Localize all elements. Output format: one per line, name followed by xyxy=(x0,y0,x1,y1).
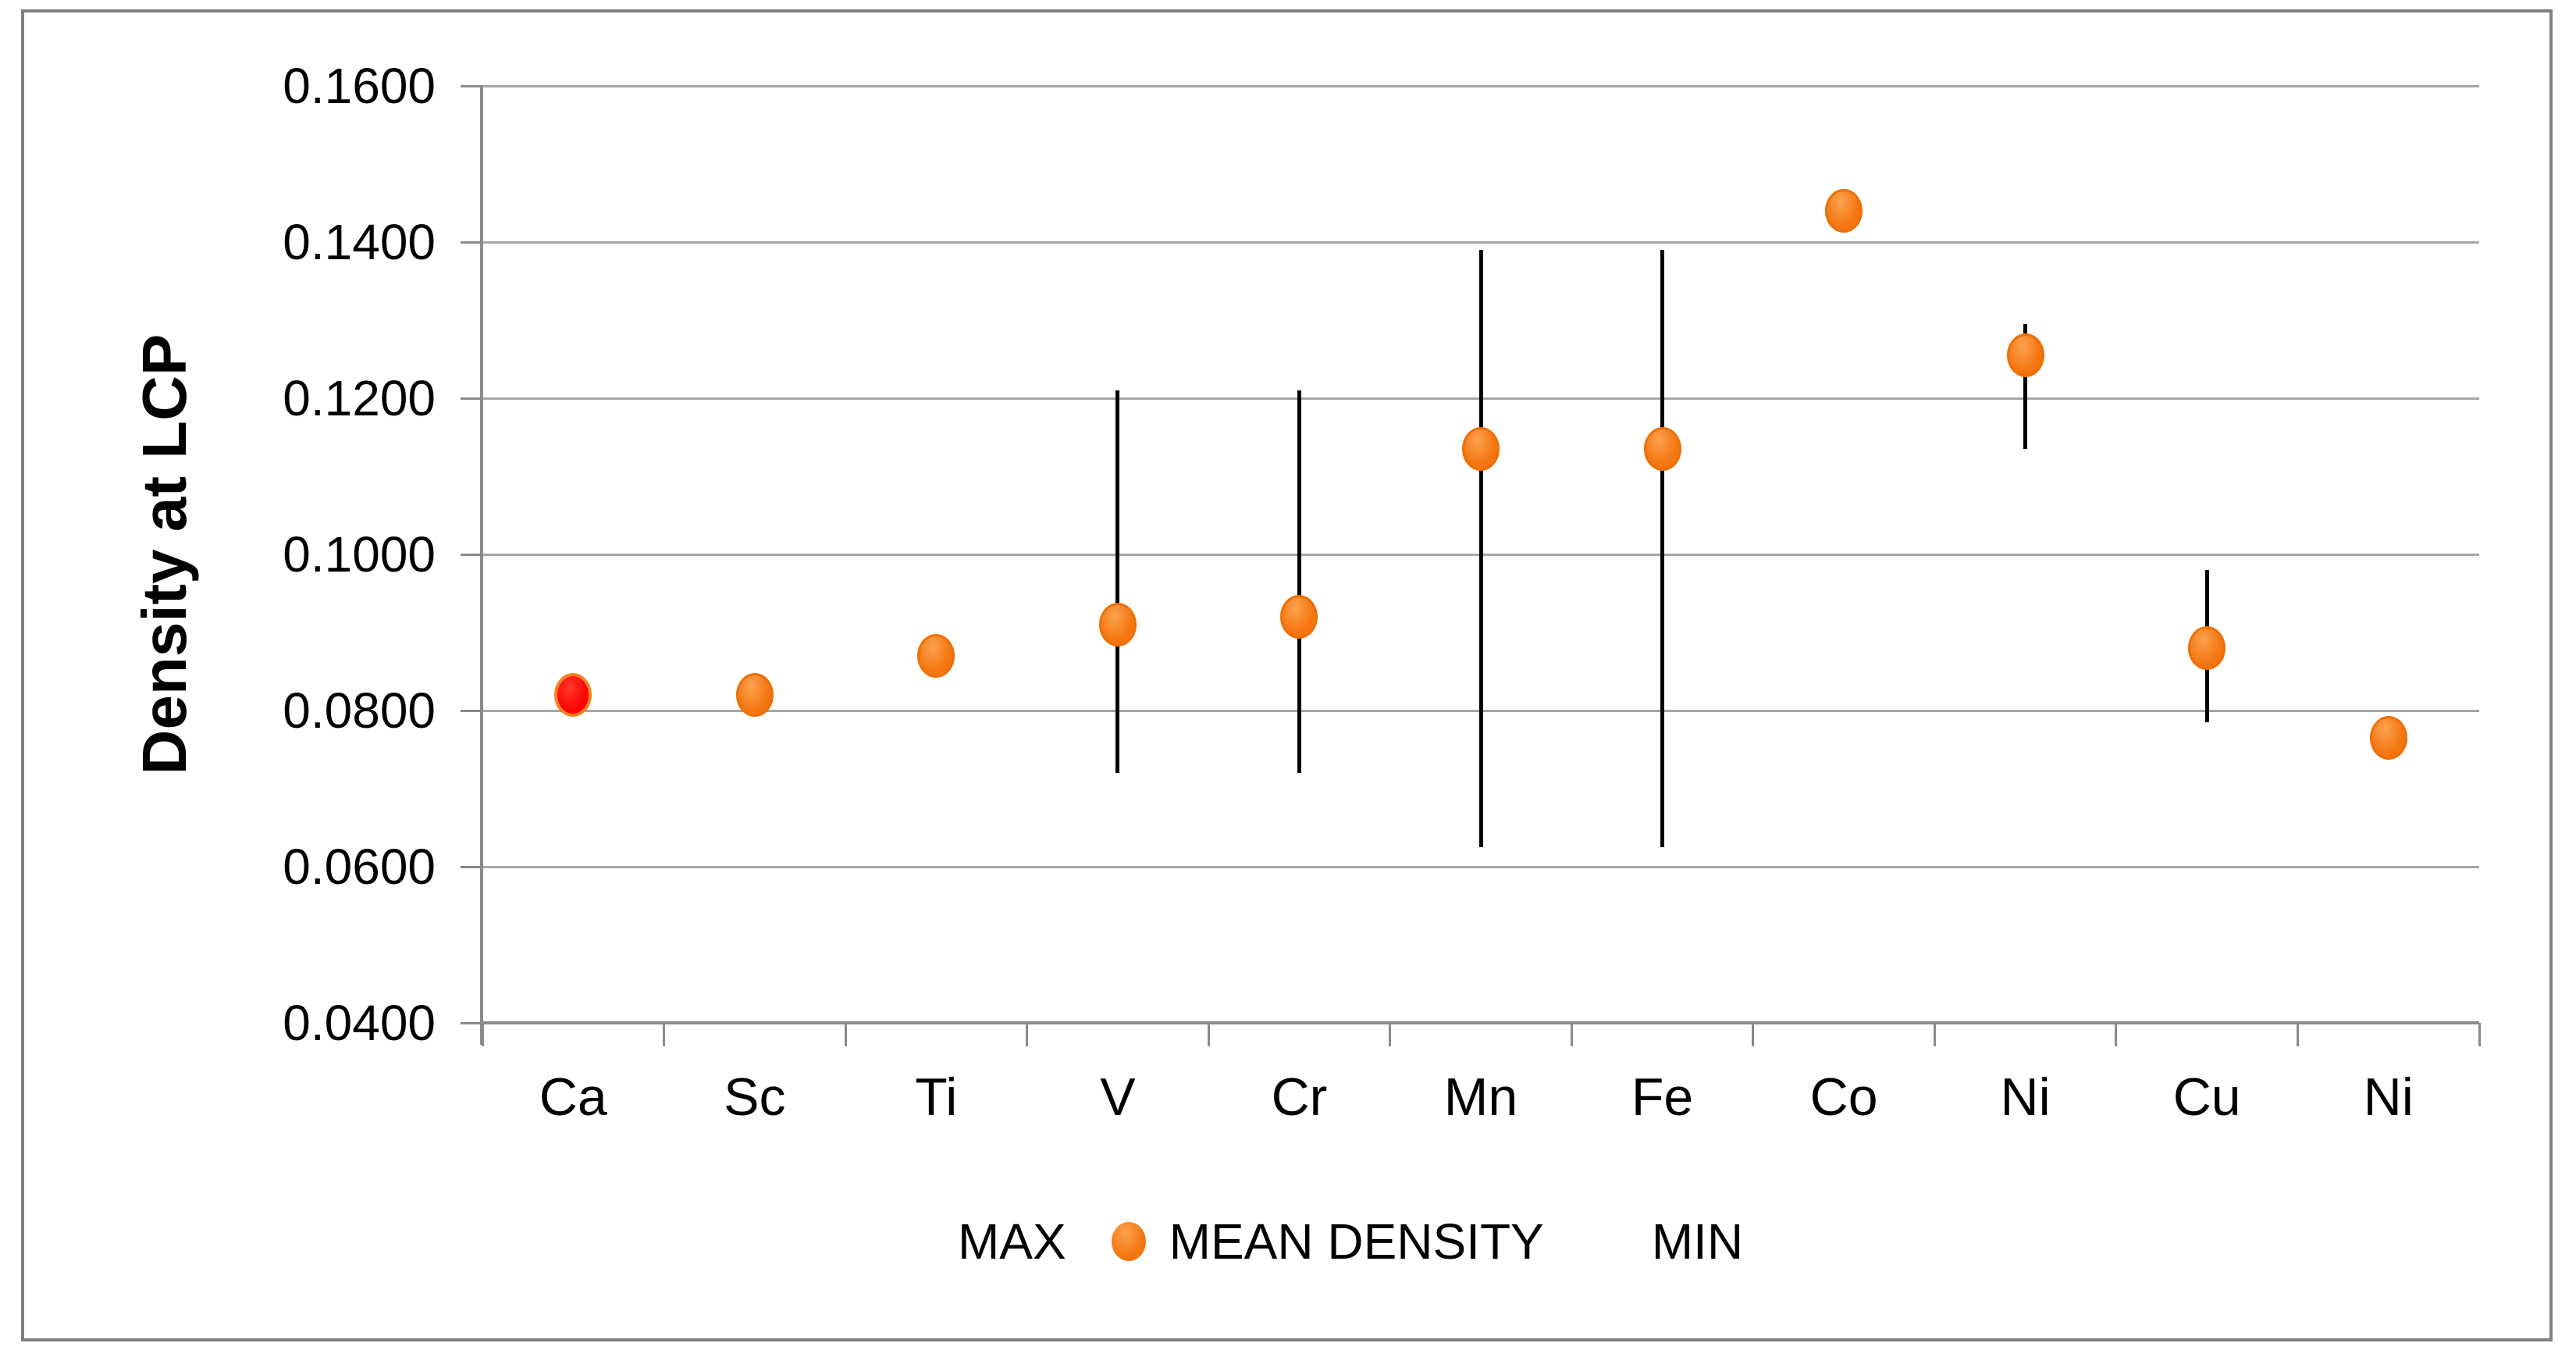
x-tick-label-cr-4: Cr xyxy=(1271,1067,1328,1127)
x-tick-label-v-3: V xyxy=(1100,1067,1136,1127)
data-point-ca-0 xyxy=(554,673,592,717)
y-axis-line xyxy=(480,86,483,1045)
x-tick-mark xyxy=(2478,1023,2481,1046)
data-point-mn-5 xyxy=(1462,427,1500,471)
x-tick-label-ti-2: Ti xyxy=(915,1067,958,1127)
error-bar-cr-4 xyxy=(1297,390,1301,773)
y-tick-mark xyxy=(461,709,482,712)
data-point-ni-8 xyxy=(2006,333,2044,377)
y-tick-label: 0.1600 xyxy=(283,58,436,114)
x-tick-label-mn-5: Mn xyxy=(1443,1067,1518,1127)
x-tick-label-ca-0: Ca xyxy=(539,1067,607,1127)
data-point-cu-9 xyxy=(2188,626,2226,670)
y-tick-mark xyxy=(461,240,482,244)
figure-border xyxy=(21,9,2553,1341)
x-tick-mark xyxy=(2296,1023,2299,1046)
data-point-ti-2 xyxy=(917,634,955,678)
legend-label-mean-density: MEAN DENSITY xyxy=(1169,1213,1544,1270)
x-tick-label-sc-1: Sc xyxy=(724,1067,786,1127)
y-tick-mark xyxy=(461,397,482,400)
legend-item-mean-density: MEAN DENSITY xyxy=(1111,1213,1544,1270)
x-tick-label-cu-9: Cu xyxy=(2172,1067,2241,1127)
error-bar-ni-8 xyxy=(2023,324,2028,449)
data-point-fe-6 xyxy=(1643,427,1681,471)
gridline-0.1400 xyxy=(482,241,2479,244)
error-bar-v-3 xyxy=(1115,390,1120,773)
y-tick-label: 0.0600 xyxy=(283,839,436,895)
x-tick-mark xyxy=(844,1023,847,1046)
min-line-swatch xyxy=(1589,1239,1652,1244)
data-point-cr-4 xyxy=(1280,595,1318,639)
y-tick-mark xyxy=(461,84,482,87)
x-tick-mark xyxy=(481,1023,484,1046)
y-tick-label: 0.1200 xyxy=(283,370,436,426)
x-tick-mark xyxy=(663,1023,666,1046)
legend: MAX MEAN DENSITY MIN xyxy=(895,1201,1743,1282)
legend-item-max: MAX xyxy=(895,1213,1066,1270)
y-tick-mark xyxy=(461,1021,482,1024)
x-tick-mark xyxy=(1207,1023,1210,1046)
x-tick-mark xyxy=(1389,1023,1392,1046)
data-point-sc-1 xyxy=(735,673,774,717)
mean-density-marker-icon xyxy=(1111,1222,1146,1261)
gridline-0.1600 xyxy=(482,85,2479,87)
y-tick-mark xyxy=(461,553,482,556)
error-bar-mn-5 xyxy=(1478,250,1483,847)
gridline-0.0600 xyxy=(482,866,2479,868)
x-tick-mark xyxy=(2115,1023,2118,1046)
legend-label-max: MAX xyxy=(957,1213,1066,1270)
x-tick-mark xyxy=(1752,1023,1755,1046)
x-tick-mark xyxy=(1026,1023,1029,1046)
y-tick-label: 0.1000 xyxy=(283,526,436,582)
data-point-v-3 xyxy=(1098,603,1137,647)
x-tick-label-ni-8: Ni xyxy=(2000,1067,2051,1127)
x-tick-mark xyxy=(1570,1023,1573,1046)
y-tick-label: 0.0800 xyxy=(283,682,436,739)
legend-item-min: MIN xyxy=(1589,1213,1743,1270)
y-tick-label: 0.1400 xyxy=(283,214,436,270)
data-point-co-7 xyxy=(1825,189,1863,233)
x-axis-line xyxy=(482,1021,2479,1024)
data-point-ni-10 xyxy=(2369,716,2407,760)
x-tick-label-ni-10: Ni xyxy=(2363,1067,2414,1127)
y-tick-label: 0.0400 xyxy=(283,995,436,1051)
x-tick-mark xyxy=(1933,1023,1936,1046)
y-tick-mark xyxy=(461,865,482,868)
max-line-swatch xyxy=(895,1239,958,1244)
legend-label-min: MIN xyxy=(1651,1213,1744,1270)
x-tick-label-co-7: Co xyxy=(1809,1067,1878,1127)
x-tick-label-fe-6: Fe xyxy=(1631,1067,1694,1127)
error-bar-fe-6 xyxy=(1660,250,1665,847)
